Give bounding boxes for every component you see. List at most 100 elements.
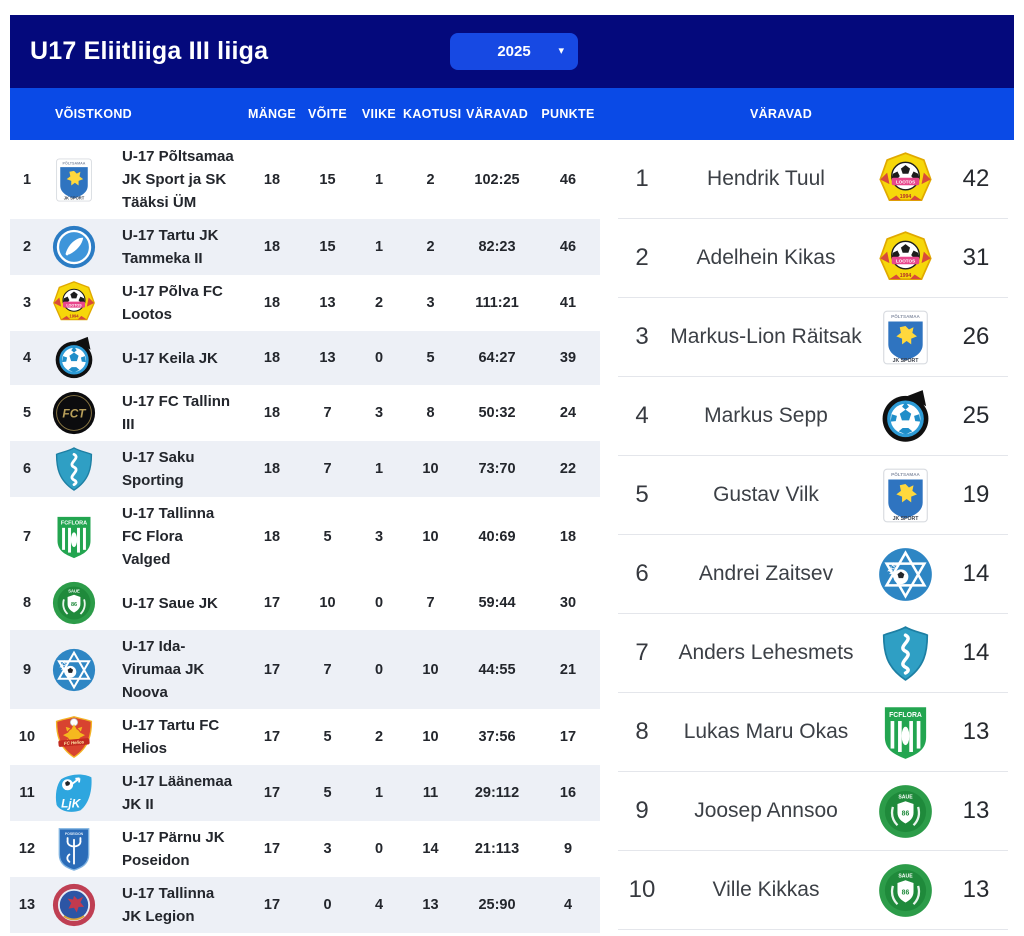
games-played: 18 <box>263 405 281 421</box>
points: 41 <box>559 295 577 311</box>
team-rank: 9 <box>22 661 32 678</box>
scorer-rank: 9 <box>635 797 649 824</box>
scorer-name: Joosep Annsoo <box>694 799 838 822</box>
list-item[interactable]: 10 Ville Kikkas 13 <box>618 851 1008 930</box>
table-row[interactable]: 1 U-17 Põltsamaa JK Sport ja SK Tääksi Ü… <box>10 140 600 219</box>
list-item[interactable]: 7 Anders Lehesmets 14 <box>618 614 1008 693</box>
wins: 7 <box>323 405 332 421</box>
table-row[interactable]: 9 U-17 Ida-Virumaa JK Noova 17 7 0 10 44… <box>10 630 600 709</box>
draws: 0 <box>374 661 384 678</box>
table-row[interactable]: 3 U-17 Põlva FC Lootos 18 13 2 3 111:21 … <box>10 275 600 331</box>
table-row[interactable]: 10 U-17 Tartu FC Helios 17 5 2 10 37:56 … <box>10 709 600 765</box>
scorer-name: Lukas Maru Okas <box>683 720 849 743</box>
club-badge-icon <box>44 715 104 759</box>
column-header-scorers-varavad: VÄRAVAD <box>749 107 813 121</box>
list-item[interactable]: 8 Lukas Maru Okas 13 <box>618 693 1008 772</box>
goal-ratio: 29:112 <box>474 785 520 801</box>
club-badge-icon <box>866 152 944 207</box>
games-played: 17 <box>263 729 281 745</box>
losses: 10 <box>422 528 439 545</box>
column-header-kaotusi: KAOTUSI <box>403 107 462 121</box>
games-played: 17 <box>263 595 281 611</box>
scorer-rank: 7 <box>635 639 649 666</box>
list-item[interactable]: 6 Andrei Zaitsev 14 <box>618 535 1008 614</box>
column-header-mange: MÄNGE <box>247 107 297 121</box>
team-name: U-17 Tallinna FC Flora Valged <box>122 505 215 568</box>
draws: 1 <box>374 785 384 801</box>
draws: 0 <box>374 350 384 366</box>
scorer-goals: 14 <box>962 639 990 666</box>
points: 24 <box>559 405 577 421</box>
scorer-goals: 13 <box>962 718 990 745</box>
club-badge-icon <box>866 468 944 523</box>
team-name: U-17 Põlva FC Lootos <box>122 283 223 323</box>
club-badge-icon <box>44 281 104 325</box>
table-row[interactable]: 7 U-17 Tallinna FC Flora Valged 18 5 3 1… <box>10 497 600 576</box>
club-badge-icon <box>44 771 104 815</box>
points: 46 <box>559 239 577 255</box>
table-row[interactable]: 13 U-17 Tallinna JK Legion 17 0 4 13 25:… <box>10 877 600 933</box>
losses: 14 <box>422 841 439 857</box>
list-item[interactable]: 1 Hendrik Tuul 42 <box>618 140 1008 219</box>
goal-ratio: 64:27 <box>478 350 516 366</box>
list-item[interactable]: 2 Adelhein Kikas 31 <box>618 219 1008 298</box>
club-badge-icon <box>866 784 944 839</box>
wins: 5 <box>323 785 332 801</box>
draws: 1 <box>374 461 384 477</box>
chevron-down-icon: ▾ <box>558 45 564 57</box>
goal-ratio: 73:70 <box>478 461 516 477</box>
list-item[interactable]: 4 Markus Sepp 25 <box>618 377 1008 456</box>
points: 46 <box>559 171 577 188</box>
list-item[interactable]: 5 Gustav Vilk 19 <box>618 456 1008 535</box>
column-header-voite: VÕITE <box>307 107 347 121</box>
scorer-name: Hendrik Tuul <box>707 167 825 190</box>
scorer-name: Markus-Lion Räitsak <box>670 325 862 348</box>
draws: 3 <box>374 528 384 545</box>
games-played: 17 <box>263 785 281 801</box>
points: 18 <box>559 528 577 545</box>
scorer-goals: 25 <box>962 402 990 429</box>
list-item[interactable]: 9 Joosep Annsoo 13 <box>618 772 1008 851</box>
club-badge-icon <box>44 225 104 269</box>
losses: 10 <box>422 729 439 745</box>
losses: 5 <box>426 350 435 366</box>
column-header-viike: VIIKE <box>361 107 397 121</box>
games-played: 18 <box>263 171 281 188</box>
team-name: U-17 Ida-Virumaa JK Noova <box>122 638 205 701</box>
season-dropdown[interactable]: 2025 ▾ <box>450 33 578 70</box>
club-badge-icon <box>44 648 104 692</box>
losses: 10 <box>422 461 439 477</box>
goal-ratio: 50:32 <box>478 405 516 421</box>
games-played: 17 <box>263 661 281 678</box>
table-row[interactable]: 8 U-17 Saue JK 17 10 0 7 59:44 30 <box>10 576 600 630</box>
team-name: U-17 Keila JK <box>122 349 218 367</box>
losses: 3 <box>426 295 435 311</box>
team-rank: 11 <box>19 785 35 801</box>
list-item[interactable]: 3 Markus-Lion Räitsak 26 <box>618 298 1008 377</box>
team-name: U-17 Saku Sporting <box>122 449 195 489</box>
goal-ratio: 37:56 <box>478 729 516 745</box>
games-played: 17 <box>263 897 281 913</box>
team-rank: 1 <box>22 171 32 188</box>
table-row[interactable]: 12 U-17 Pärnu JK Poseidon 17 3 0 14 21:1… <box>10 821 600 877</box>
table-row[interactable]: 4 U-17 Keila JK 18 13 0 5 64:27 39 <box>10 331 600 385</box>
club-badge-icon <box>44 515 104 559</box>
standings-table: 1 U-17 Põltsamaa JK Sport ja SK Tääksi Ü… <box>10 140 600 933</box>
content: 1 U-17 Põltsamaa JK Sport ja SK Tääksi Ü… <box>10 140 1014 933</box>
wins: 5 <box>323 528 332 545</box>
table-row[interactable]: 6 U-17 Saku Sporting 18 7 1 10 73:70 22 <box>10 441 600 497</box>
goal-ratio: 111:21 <box>475 295 519 311</box>
points: 4 <box>563 897 573 913</box>
table-row[interactable]: 5 U-17 FC Tallinn III 18 7 3 8 50:32 24 <box>10 385 600 441</box>
table-row[interactable]: 11 U-17 Läänemaa JK II 17 5 1 11 29:112 … <box>10 765 600 821</box>
scorer-rank: 8 <box>635 718 649 745</box>
table-row[interactable]: 2 U-17 Tartu JK Tammeka II 18 15 1 2 82:… <box>10 219 600 275</box>
table-header-bar: VÕISTKOND MÄNGE VÕITE VIIKE KAOTUSI VÄRA… <box>10 88 1014 140</box>
wins: 7 <box>323 461 332 477</box>
losses: 11 <box>422 785 439 801</box>
wins: 15 <box>319 171 336 188</box>
team-rank: 3 <box>22 295 32 311</box>
column-header-varavad: VÄRAVAD <box>465 107 529 121</box>
goal-ratio: 21:113 <box>474 841 520 857</box>
points: 22 <box>559 461 577 477</box>
